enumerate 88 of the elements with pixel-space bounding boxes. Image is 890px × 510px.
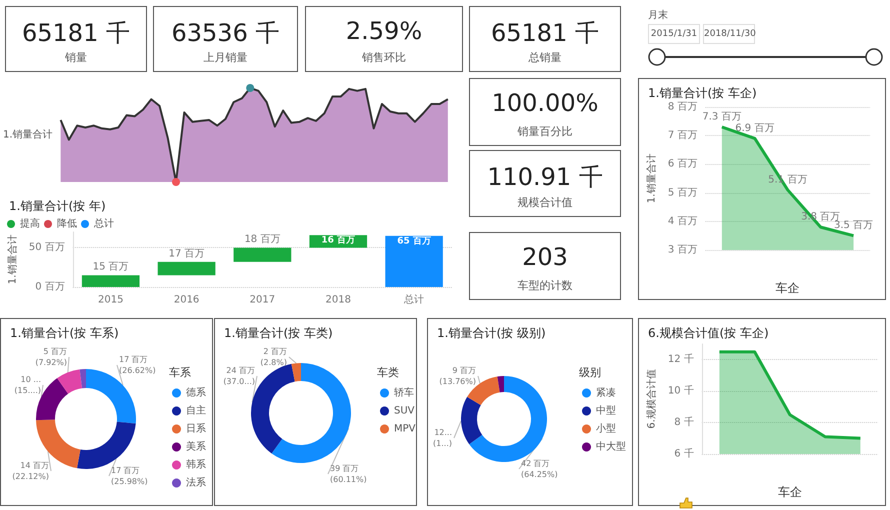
y-tick-label: 12 千 <box>668 353 694 366</box>
legend-label: 提高 <box>20 218 40 230</box>
data-label: 65 百万 <box>397 235 431 246</box>
legend-title: 车类 <box>377 365 399 380</box>
bar <box>385 236 443 287</box>
text: 2015/1/31 <box>648 24 700 44</box>
data-label: 14 百万 (22.12%) <box>12 461 49 481</box>
chart-title: 1.销量合计(按 级别) <box>437 326 546 340</box>
text: 总销量 <box>528 50 562 65</box>
y-tick-label: 3 百万 <box>668 244 698 256</box>
data-label: 5 百万 (7.92%) <box>35 347 67 367</box>
legend-label: 中型 <box>596 404 616 416</box>
text: 65181 千 <box>490 18 600 49</box>
y-tick-label: 5 百万 <box>668 187 698 198</box>
data-label: 16 百万 <box>321 234 356 246</box>
x-tick-label: 2016 <box>174 294 200 306</box>
legend-label: 降低 <box>57 218 77 230</box>
legend-label: SUV <box>394 406 415 416</box>
text: 月末 <box>648 8 668 22</box>
data-label: 18 百万 <box>244 234 280 246</box>
legend-label: 自主 <box>186 404 206 416</box>
y-tick-label: 6 百万 <box>668 158 698 170</box>
bar <box>158 262 216 276</box>
y-axis-title: 1.销量合计 <box>2 128 53 140</box>
legend-label: 小型 <box>596 422 616 434</box>
x-tick-label: 2018 <box>326 294 351 306</box>
data-label: 17 百万 (26.62%) <box>119 355 156 375</box>
text: 2018/11/30 <box>703 24 756 44</box>
legend-label: 日系 <box>186 422 206 434</box>
legend-title: 车系 <box>169 365 191 380</box>
chart-title: 1.销量合计(按 车系) <box>10 326 119 340</box>
data-label: 6.9 百万 <box>735 122 774 134</box>
chart-title: 6.规模合计值(按 车企) <box>648 326 769 340</box>
data-label: 39 百万 (60.11%) <box>330 464 367 484</box>
text: 销量百分比 <box>516 124 574 139</box>
text: 规模合计值 <box>516 195 574 210</box>
data-label: 2 百万 (2.8%) <box>260 347 287 367</box>
y-tick-label: 8 百万 <box>668 102 698 112</box>
legend-label: 法系 <box>186 476 206 488</box>
data-label: 42 百万 (64.25%) <box>521 459 558 479</box>
y-tick-label: 10 千 <box>668 384 694 397</box>
bar <box>234 248 292 262</box>
y-tick-label: 0 百万 <box>35 282 65 292</box>
legend-label: 紧凑 <box>596 386 616 398</box>
chart-title: 1.销量合计(按 车企) <box>648 86 757 100</box>
bar <box>82 275 140 287</box>
data-label: 10 ... (15....) <box>14 375 41 395</box>
data-label: 12... (1...) <box>433 428 452 448</box>
legend-label: MPV <box>394 424 416 434</box>
data-label: 3.5 百万 <box>834 220 874 232</box>
data-label: 17 百万 <box>168 248 205 260</box>
text: 车型的计数 <box>516 278 574 293</box>
chart-title: 1.销量合计(按 年) <box>9 199 106 213</box>
data-label: 24 百万 (37.0...) <box>223 366 255 386</box>
x-axis-title: 车企 <box>778 485 802 499</box>
legend-label: 轿车 <box>394 386 414 398</box>
text: 100.00% <box>490 89 600 117</box>
legend-label: 德系 <box>186 386 206 398</box>
y-axis-title: 1.销量合计 <box>646 154 658 204</box>
y-tick-label: 6 千 <box>674 448 694 460</box>
y-axis-title: 6.规模合计值 <box>646 369 658 429</box>
x-tick-label: 总计 <box>403 294 424 306</box>
y-tick-label: 8 千 <box>674 416 694 428</box>
x-tick-label: 2017 <box>250 294 276 306</box>
data-label: 15 百万 <box>92 262 129 273</box>
data-label: 17 百万 (25.98%) <box>111 466 148 486</box>
text: 销售环比 <box>361 50 407 65</box>
text: 上月销量 <box>202 50 248 65</box>
text: 65181 千 <box>21 18 131 49</box>
legend-label: 中大型 <box>596 440 626 452</box>
y-tick-label: 4 百万 <box>668 216 698 227</box>
chart-title: 1.销量合计(按 车类) <box>224 326 333 340</box>
text: 63536 千 <box>170 18 280 49</box>
y-axis-title: 1.销量合计 <box>6 234 18 284</box>
text: 203 <box>521 243 569 271</box>
data-label: 7.3 百万 <box>702 112 742 123</box>
legend-label: 韩系 <box>186 458 206 470</box>
text: 110.91 千 <box>486 162 604 193</box>
legend-label: 美系 <box>186 440 206 452</box>
y-tick-label: 7 百万 <box>668 130 698 142</box>
text: 2.59% <box>344 17 424 45</box>
x-axis-title: 车企 <box>776 281 800 295</box>
x-tick-label: 2015 <box>98 294 124 306</box>
legend-label: 总计 <box>93 218 114 230</box>
y-tick-label: 50 百万 <box>28 242 65 254</box>
data-label: 9 百万 (13.76%) <box>439 366 476 386</box>
text: 销量 <box>64 50 88 65</box>
legend-title: 级别 <box>579 365 601 380</box>
